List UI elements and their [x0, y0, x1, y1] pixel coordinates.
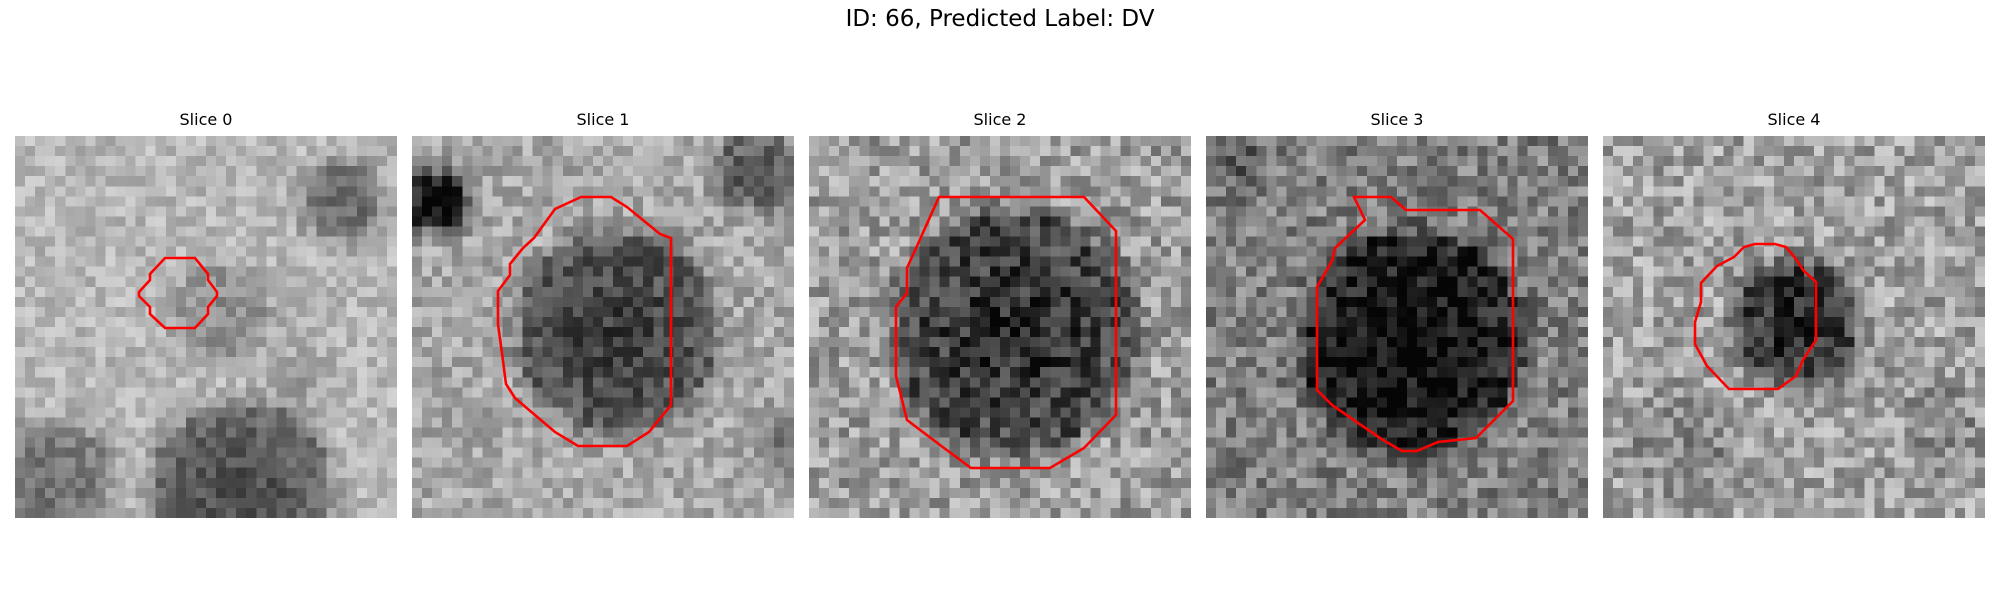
segmentation-contour: [1315, 195, 1515, 453]
contour-outline: [496, 195, 673, 448]
grayscale-slice-canvas: [1206, 136, 1588, 518]
slice-panel-0: Slice 0: [15, 108, 397, 518]
slice-panel-1: Slice 1: [412, 108, 794, 518]
grayscale-slice-canvas: [809, 136, 1191, 518]
slice-panel-2: Slice 2: [809, 108, 1191, 518]
slice-title: Slice 3: [1370, 110, 1424, 129]
grayscale-slice-canvas: [15, 136, 397, 518]
segmentation-contour: [137, 256, 219, 330]
slice-panel-4: Slice 4: [1603, 108, 1985, 518]
grayscale-slice-canvas: [412, 136, 794, 518]
contour-outline: [894, 195, 1118, 470]
slice-panel-3: Slice 3: [1206, 108, 1588, 518]
slice-title: Slice 2: [973, 110, 1027, 129]
contour-outline: [1315, 195, 1515, 453]
slice-title: Slice 0: [179, 110, 233, 129]
slice-image: [1206, 136, 1588, 518]
slice-image: [1603, 136, 1985, 518]
slice-title: Slice 4: [1767, 110, 1821, 129]
segmentation-contour: [496, 195, 673, 448]
contour-outline: [1693, 242, 1818, 391]
figure-title: ID: 66, Predicted Label: DV: [845, 6, 1155, 32]
segmentation-contour: [1693, 242, 1818, 391]
grayscale-slice-canvas: [1603, 136, 1985, 518]
slice-image: [15, 136, 397, 518]
slice-image: [412, 136, 794, 518]
slice-image: [809, 136, 1191, 518]
slice-title: Slice 1: [576, 110, 630, 129]
segmentation-contour: [894, 195, 1118, 470]
contour-outline: [137, 256, 219, 330]
